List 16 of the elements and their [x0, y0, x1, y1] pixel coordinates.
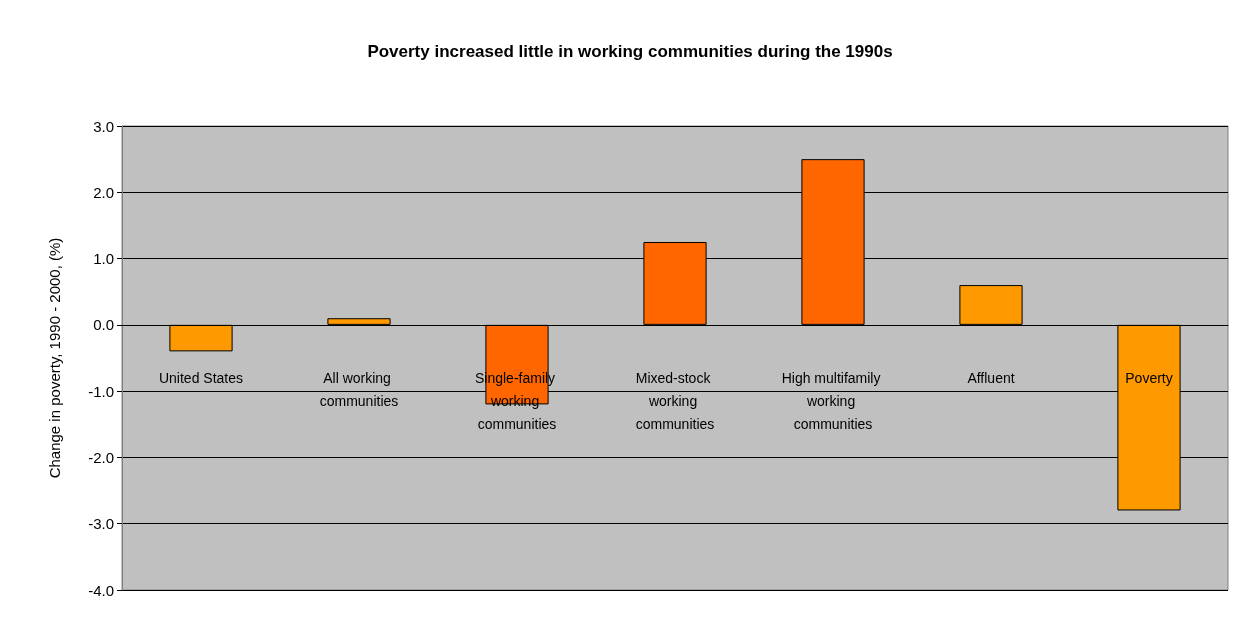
x-tick-label: Affluent	[967, 370, 1015, 387]
y-tick-label: -3.0	[88, 515, 114, 533]
y-tick-label: 2.0	[93, 183, 114, 201]
x-tick-label: Poverty	[1125, 370, 1173, 387]
y-axis-title: Change in poverty, 1990 - 2000, (%)	[46, 237, 63, 479]
x-tick-label: High multifamily working communities	[781, 370, 885, 433]
x-tick-label: Mixed-stock working communities	[635, 370, 715, 433]
y-tick-label: -4.0	[88, 581, 114, 599]
y-tick-label: 1.0	[93, 250, 114, 268]
y-tick-label: 0.0	[93, 316, 114, 334]
x-tick-label: United States	[158, 370, 244, 387]
y-tick-label: -2.0	[88, 448, 114, 466]
y-tick-label: 3.0	[93, 117, 114, 135]
chart-title: Poverty increased little in working communities during the 1990s	[367, 42, 893, 61]
y-tick-label: -1.0	[88, 382, 114, 400]
x-tick-label: All working communities	[319, 370, 399, 410]
